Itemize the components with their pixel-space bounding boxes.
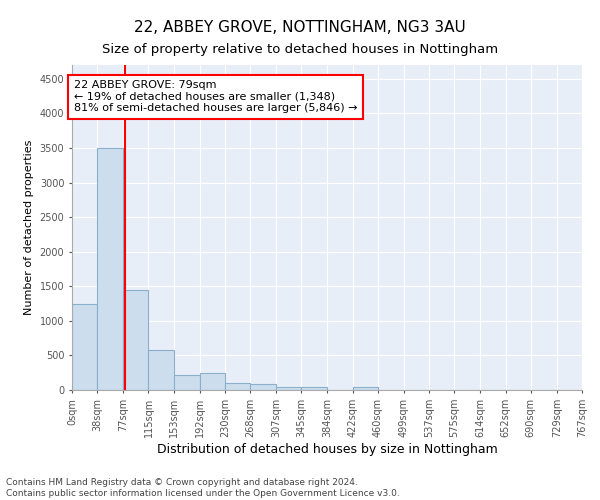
Text: 22, ABBEY GROVE, NOTTINGHAM, NG3 3AU: 22, ABBEY GROVE, NOTTINGHAM, NG3 3AU xyxy=(134,20,466,35)
Y-axis label: Number of detached properties: Number of detached properties xyxy=(24,140,34,315)
Bar xyxy=(123,290,148,390)
Bar xyxy=(225,382,250,390)
Bar xyxy=(97,148,123,390)
Text: 22 ABBEY GROVE: 79sqm
← 19% of detached houses are smaller (1,348)
81% of semi-d: 22 ABBEY GROVE: 79sqm ← 19% of detached … xyxy=(74,80,358,114)
Text: Size of property relative to detached houses in Nottingham: Size of property relative to detached ho… xyxy=(102,42,498,56)
Text: Contains HM Land Registry data © Crown copyright and database right 2024.
Contai: Contains HM Land Registry data © Crown c… xyxy=(6,478,400,498)
Bar xyxy=(250,384,276,390)
Bar xyxy=(276,386,301,390)
Bar xyxy=(301,386,328,390)
Bar xyxy=(353,386,378,390)
Bar xyxy=(72,304,97,390)
Bar xyxy=(174,375,200,390)
X-axis label: Distribution of detached houses by size in Nottingham: Distribution of detached houses by size … xyxy=(157,442,497,456)
Bar xyxy=(200,374,225,390)
Bar xyxy=(148,350,174,390)
